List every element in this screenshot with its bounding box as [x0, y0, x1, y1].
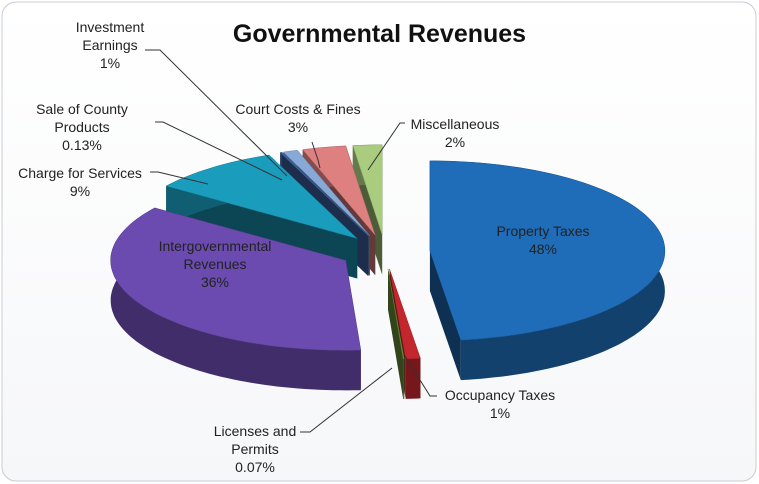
slice-value: 48%: [528, 241, 558, 257]
slice-value: 2%: [444, 134, 466, 150]
slice-side: [403, 359, 405, 399]
slice-label: Miscellaneous 2%: [390, 115, 520, 151]
slice-side: [429, 250, 461, 381]
slice-name: Licenses and Permits: [213, 423, 297, 457]
pie-slice: [387, 269, 405, 360]
slice-label: Licenses and Permits 0.07%: [200, 422, 310, 476]
pie-slice: [282, 149, 370, 236]
slice-side: [405, 358, 421, 399]
slice-name: Charge for Services: [18, 165, 142, 181]
leader-line: [367, 122, 405, 171]
pie-slice: [165, 154, 358, 239]
chart-title: Governmental Revenues: [232, 20, 527, 48]
slice-label: Sale of County Products 0.13%: [27, 100, 137, 154]
slice-side: [388, 269, 404, 399]
pie-slice: [110, 207, 362, 351]
pie-slice: [279, 152, 369, 237]
slice-value: 9%: [69, 183, 91, 199]
slice-label: Intergovernmental Revenues 36%: [140, 237, 290, 291]
pie-slice: [389, 269, 421, 360]
slice-value: 0.13%: [62, 137, 102, 153]
slice-name: Court Costs & Fines: [235, 101, 361, 117]
slice-name: Intergovernmental Revenues: [158, 238, 272, 272]
leader-line: [150, 171, 209, 185]
leader-lines: [145, 49, 437, 433]
slice-name: Property Taxes: [496, 223, 590, 239]
slice-label: Investment Earnings 1%: [65, 18, 155, 72]
slice-name: Investment Earnings: [75, 19, 145, 53]
leader-line: [300, 367, 393, 433]
pie-slice: [429, 160, 666, 341]
pie: [110, 144, 666, 399]
slice-label: Charge for Services 9%: [0, 164, 160, 200]
pie-slice: [352, 144, 383, 235]
slice-value: 36%: [200, 274, 230, 290]
leader-line: [155, 121, 283, 181]
slice-label: Property Taxes 48%: [468, 222, 618, 258]
leader-line: [145, 49, 288, 177]
slice-value: 0.07%: [235, 459, 275, 475]
slice-name: Miscellaneous: [410, 116, 500, 132]
leader-line: [404, 355, 437, 397]
slice-value: 1%: [489, 405, 511, 421]
slice-label: Occupancy Taxes 1%: [430, 386, 570, 422]
pie-slice: [302, 145, 376, 236]
slice-name: Occupancy Taxes: [444, 387, 556, 403]
slice-value: 1%: [99, 55, 121, 71]
slice-side: [110, 207, 361, 391]
slice-value: 3%: [287, 119, 309, 135]
slice-name: Sale of County Products: [36, 101, 128, 135]
leader-line: [311, 141, 321, 169]
slice-label: Court Costs & Fines 3%: [213, 100, 383, 136]
